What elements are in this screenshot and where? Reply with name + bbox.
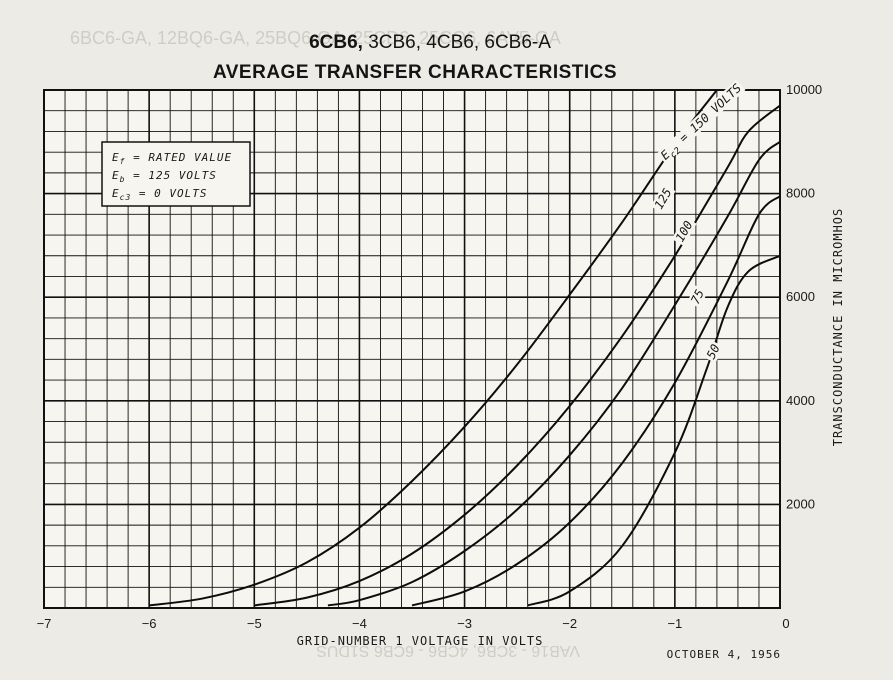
series-label-4: 50 — [704, 342, 723, 361]
bleed-through: 6BC6-GA, 12BQ6-GA, 25BQ6-GA, 25CD6, 25CQ… — [70, 28, 580, 659]
x-tick-label: −7 — [37, 616, 52, 631]
series-label-background-2 — [671, 216, 697, 247]
y-tick-label: 6000 — [786, 289, 815, 304]
chart-title: 6CB6, 3CB6, 4CB6, 6CB6-A — [309, 32, 551, 53]
series-label-background-3 — [687, 285, 708, 309]
y-tick-label: 4000 — [786, 393, 815, 408]
y-tick-label: 10000 — [786, 82, 822, 97]
bleed-through-top: 6BC6-GA, 12BQ6-GA, 25BQ6-GA, 25CD6, 25CQ… — [70, 28, 561, 48]
series-curve-2 — [327, 140, 781, 607]
y-axis-title: TRANSCONDUCTANCE IN MICROMHOS — [831, 208, 845, 447]
series-curve-0 — [148, 89, 718, 607]
series-curve-4 — [527, 254, 781, 607]
condition-ec3: Ec3 = 0 VOLTS — [112, 187, 208, 202]
chart-subtitle: AVERAGE TRANSFER CHARACTERISTICS — [213, 62, 617, 83]
bleed-through-bottom: VAB16 - 3CB6, 4CB6 - 6CB6 S1DUS — [316, 642, 580, 659]
x-tick-label: −4 — [352, 616, 367, 631]
plot-frame — [43, 89, 781, 609]
x-tick-label: −2 — [562, 616, 577, 631]
x-tick-label: −6 — [142, 616, 157, 631]
series-label-background-4 — [702, 340, 724, 363]
x-tick-label: −5 — [247, 616, 262, 631]
series-label-background-0 — [656, 79, 746, 165]
conditions-box-frame — [101, 141, 251, 207]
condition-eb: Eb = 125 VOLTS — [112, 169, 217, 184]
x-tick-label: −3 — [457, 616, 472, 631]
series-label-background-1 — [650, 184, 676, 214]
series-curve-3 — [411, 195, 781, 607]
publication-date: OCTOBER 4, 1956 — [667, 648, 781, 661]
chart-title-primary: 6CB6, — [309, 32, 363, 53]
x-tick-labels: −7 −6 −5 −4 −3 −2 −1 0 — [37, 616, 790, 631]
x-axis-title: GRID-NUMBER 1 VOLTAGE IN VOLTS — [297, 634, 544, 648]
y-tick-label: 8000 — [786, 186, 815, 201]
x-tick-label: 0 — [782, 616, 789, 631]
series-label-3: 75 — [688, 287, 707, 306]
y-tick-labels: 2000 4000 6000 8000 10000 — [786, 82, 822, 511]
chart-title-types: 3CB6, 4CB6, 6CB6-A — [363, 32, 551, 53]
x-tick-label: −1 — [667, 616, 682, 631]
conditions-box: Ef = RATED VALUE Eb = 125 VOLTS Ec3 = 0 … — [101, 141, 251, 207]
series-curve-1 — [254, 104, 781, 607]
condition-ef: Ef = RATED VALUE — [112, 151, 232, 166]
series-curves — [148, 89, 781, 607]
y-tick-label: 2000 — [786, 496, 815, 511]
